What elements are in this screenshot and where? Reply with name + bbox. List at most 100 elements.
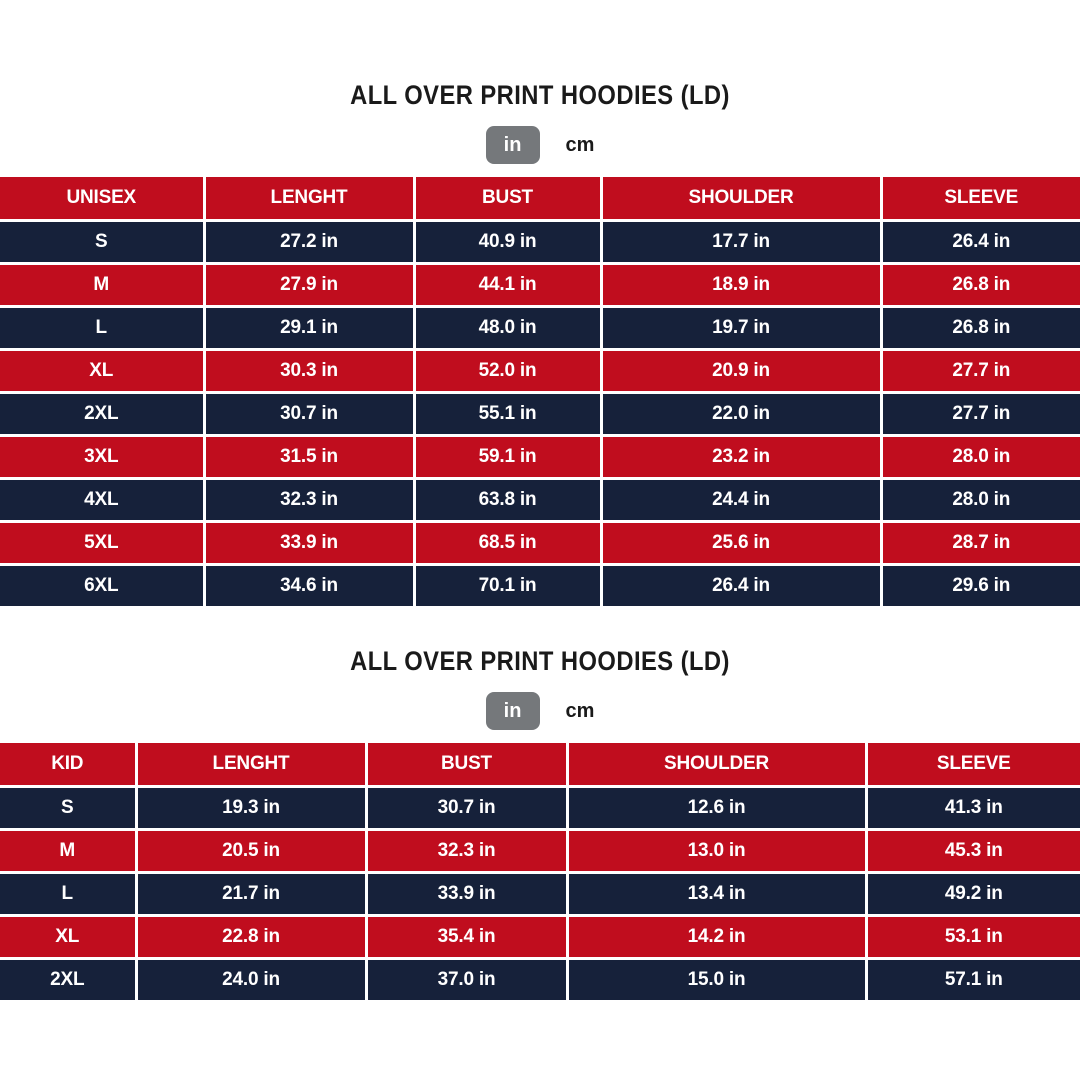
- value-cell: 35.4 in: [364, 914, 569, 960]
- size-cell: XL: [0, 914, 138, 960]
- value-cell: 26.8 in: [879, 262, 1080, 308]
- table-row: M 27.9 in 44.1 in 18.9 in 26.8 in: [0, 262, 1080, 308]
- unisex-size-table: UNISEX LENGHT BUST SHOULDER SLEEVE S 27.…: [0, 177, 1080, 606]
- table-row: XL 22.8 in 35.4 in 14.2 in 53.1 in: [0, 914, 1080, 960]
- table-row: 3XL 31.5 in 59.1 in 23.2 in 28.0 in: [0, 434, 1080, 480]
- size-cell: S: [0, 219, 206, 265]
- value-cell: 29.6 in: [879, 563, 1080, 606]
- value-cell: 17.7 in: [599, 219, 883, 265]
- chart-title: ALL OVER PRINT HOODIES (LD): [350, 646, 730, 676]
- table-row: S 27.2 in 40.9 in 17.7 in 26.4 in: [0, 219, 1080, 265]
- table-row: S 19.3 in 30.7 in 12.6 in 41.3 in: [0, 785, 1080, 831]
- header-cell-sleeve: SLEEVE: [864, 743, 1080, 788]
- header-cell-length: LENGHT: [202, 177, 416, 222]
- value-cell: 45.3 in: [864, 828, 1080, 874]
- size-cell: 6XL: [0, 563, 206, 606]
- header-row: KID LENGHT BUST SHOULDER SLEEVE: [0, 743, 1080, 788]
- value-cell: 32.3 in: [364, 828, 569, 874]
- size-cell: 4XL: [0, 477, 206, 523]
- header-cell-shoulder: SHOULDER: [599, 177, 883, 222]
- table-row: M 20.5 in 32.3 in 13.0 in 45.3 in: [0, 828, 1080, 874]
- value-cell: 37.0 in: [364, 957, 569, 1000]
- value-cell: 28.0 in: [879, 477, 1080, 523]
- value-cell: 30.7 in: [202, 391, 416, 437]
- size-cell: M: [0, 262, 206, 308]
- value-cell: 30.7 in: [364, 785, 569, 831]
- value-cell: 48.0 in: [412, 305, 603, 351]
- value-cell: 20.9 in: [599, 348, 883, 394]
- value-cell: 53.1 in: [864, 914, 1080, 960]
- unit-toggle: in cm: [0, 126, 1080, 164]
- value-cell: 18.9 in: [599, 262, 883, 308]
- value-cell: 55.1 in: [412, 391, 603, 437]
- size-cell: 5XL: [0, 520, 206, 566]
- value-cell: 28.7 in: [879, 520, 1080, 566]
- size-cell: XL: [0, 348, 206, 394]
- value-cell: 59.1 in: [412, 434, 603, 480]
- header-row: UNISEX LENGHT BUST SHOULDER SLEEVE: [0, 177, 1080, 222]
- value-cell: 57.1 in: [864, 957, 1080, 1000]
- value-cell: 22.0 in: [599, 391, 883, 437]
- value-cell: 23.2 in: [599, 434, 883, 480]
- header-cell-size: KID: [0, 743, 138, 788]
- unit-in-button[interactable]: in: [485, 126, 540, 164]
- size-cell: 2XL: [0, 957, 138, 1000]
- table-row: 2XL 24.0 in 37.0 in 15.0 in 57.1 in: [0, 957, 1080, 1000]
- unisex-chart-section: ALL OVER PRINT HOODIES (LD) in cm UNISEX…: [0, 80, 1080, 606]
- value-cell: 14.2 in: [565, 914, 868, 960]
- value-cell: 27.7 in: [879, 348, 1080, 394]
- value-cell: 32.3 in: [202, 477, 416, 523]
- table-row: 2XL 30.7 in 55.1 in 22.0 in 27.7 in: [0, 391, 1080, 437]
- chart-title: ALL OVER PRINT HOODIES (LD): [350, 80, 730, 110]
- unit-cm-button[interactable]: cm: [565, 133, 595, 156]
- value-cell: 27.2 in: [202, 219, 416, 265]
- value-cell: 19.7 in: [599, 305, 883, 351]
- value-cell: 26.4 in: [879, 219, 1080, 265]
- header-cell-length: LENGHT: [134, 743, 368, 788]
- value-cell: 25.6 in: [599, 520, 883, 566]
- unit-cm-button[interactable]: cm: [565, 699, 595, 722]
- value-cell: 27.9 in: [202, 262, 416, 308]
- value-cell: 68.5 in: [412, 520, 603, 566]
- table-row: 5XL 33.9 in 68.5 in 25.6 in 28.7 in: [0, 520, 1080, 566]
- table-row: L 21.7 in 33.9 in 13.4 in 49.2 in: [0, 871, 1080, 917]
- value-cell: 44.1 in: [412, 262, 603, 308]
- value-cell: 21.7 in: [134, 871, 368, 917]
- size-cell: 3XL: [0, 434, 206, 480]
- size-cell: S: [0, 785, 138, 831]
- value-cell: 40.9 in: [412, 219, 603, 265]
- value-cell: 28.0 in: [879, 434, 1080, 480]
- value-cell: 27.7 in: [879, 391, 1080, 437]
- value-cell: 22.8 in: [134, 914, 368, 960]
- table-row: XL 30.3 in 52.0 in 20.9 in 27.7 in: [0, 348, 1080, 394]
- size-cell: M: [0, 828, 138, 874]
- unit-in-button[interactable]: in: [485, 692, 540, 730]
- value-cell: 24.4 in: [599, 477, 883, 523]
- unit-toggle: in cm: [0, 692, 1080, 730]
- value-cell: 70.1 in: [412, 563, 603, 606]
- size-cell: L: [0, 305, 206, 351]
- size-cell: 2XL: [0, 391, 206, 437]
- size-cell: L: [0, 871, 138, 917]
- header-cell-bust: BUST: [412, 177, 603, 222]
- value-cell: 20.5 in: [134, 828, 368, 874]
- header-cell-sleeve: SLEEVE: [879, 177, 1080, 222]
- value-cell: 33.9 in: [364, 871, 569, 917]
- header-cell-size: UNISEX: [0, 177, 206, 222]
- value-cell: 13.4 in: [565, 871, 868, 917]
- value-cell: 29.1 in: [202, 305, 416, 351]
- table-row: L 29.1 in 48.0 in 19.7 in 26.8 in: [0, 305, 1080, 351]
- value-cell: 33.9 in: [202, 520, 416, 566]
- table-row: 4XL 32.3 in 63.8 in 24.4 in 28.0 in: [0, 477, 1080, 523]
- value-cell: 26.8 in: [879, 305, 1080, 351]
- header-cell-bust: BUST: [364, 743, 569, 788]
- value-cell: 26.4 in: [599, 563, 883, 606]
- value-cell: 52.0 in: [412, 348, 603, 394]
- value-cell: 19.3 in: [134, 785, 368, 831]
- value-cell: 13.0 in: [565, 828, 868, 874]
- value-cell: 49.2 in: [864, 871, 1080, 917]
- value-cell: 24.0 in: [134, 957, 368, 1000]
- value-cell: 30.3 in: [202, 348, 416, 394]
- kid-chart-section: ALL OVER PRINT HOODIES (LD) in cm KID LE…: [0, 646, 1080, 1000]
